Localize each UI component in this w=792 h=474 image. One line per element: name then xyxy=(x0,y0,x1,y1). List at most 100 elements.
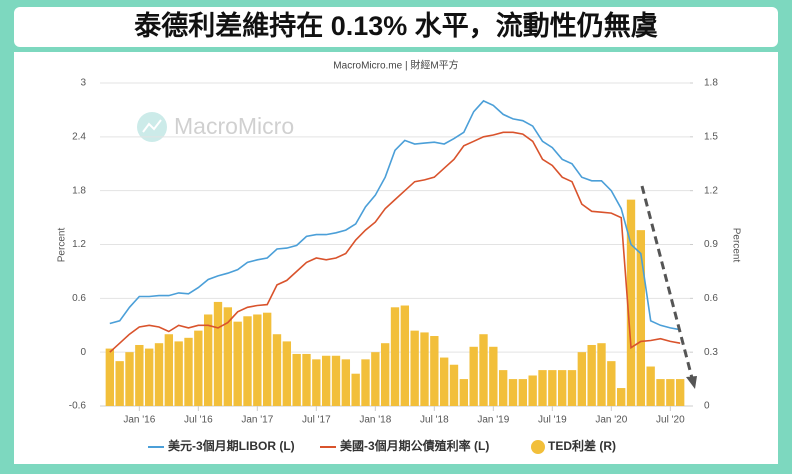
bar xyxy=(105,348,115,406)
bar xyxy=(194,330,203,406)
watermark-logo-line xyxy=(142,119,162,133)
bar xyxy=(361,359,370,406)
y-tick-label: 0 xyxy=(80,347,86,358)
y2-tick-label: 1.8 xyxy=(704,78,718,89)
bar xyxy=(272,334,282,406)
bar xyxy=(331,355,341,406)
chart-title: 泰德利差維持在 0.13% 水平，流動性仍無虞 xyxy=(134,10,658,41)
bar xyxy=(479,334,488,406)
plot-area: -0.6 0 0.6 1.2 1.8 2.4 3 0 0.3 0.6 0.9 1.2 1.5 1.8 Jan… xyxy=(69,78,719,426)
bar xyxy=(203,314,213,406)
watermark: MacroMicro xyxy=(174,113,294,139)
x-tick-label: Jan '16 xyxy=(123,415,155,426)
y-tick-label: -0.6 xyxy=(69,401,87,412)
subtitle: MacroMicro.me | 財經M平方 xyxy=(333,59,458,72)
bar xyxy=(164,334,174,406)
trend-arrow xyxy=(640,185,697,389)
bar xyxy=(125,352,134,406)
bar xyxy=(184,337,193,406)
bar xyxy=(135,344,144,406)
bar xyxy=(489,346,498,406)
bar xyxy=(243,316,252,406)
bar xyxy=(449,364,459,406)
bar xyxy=(223,307,233,406)
bar xyxy=(597,343,606,406)
bar xyxy=(154,343,164,406)
y-tick-label: 0.6 xyxy=(72,293,86,304)
line-series xyxy=(109,99,681,331)
y2-tick-label: 1.2 xyxy=(704,185,718,196)
x-tick-label: Jul '19 xyxy=(538,415,567,426)
bar xyxy=(557,370,567,406)
x-tick-label: Jul '16 xyxy=(184,415,213,426)
y-axis-label: Percent xyxy=(57,228,68,263)
bar xyxy=(174,341,183,406)
bar xyxy=(380,343,390,406)
y2-tick-label: 0.6 xyxy=(704,293,718,304)
bar xyxy=(282,341,292,406)
bar xyxy=(518,379,528,406)
bar xyxy=(371,352,380,406)
bar xyxy=(262,312,272,406)
bar xyxy=(528,375,537,406)
x-tick-label: Jan '20 xyxy=(595,415,627,426)
arrow-head xyxy=(686,376,697,389)
watermark-logo xyxy=(137,112,167,142)
bar xyxy=(587,344,596,406)
bar xyxy=(144,348,154,406)
bar xyxy=(567,370,577,406)
bar xyxy=(498,370,508,406)
bar xyxy=(213,301,223,406)
y-tick-label: 1.2 xyxy=(72,239,86,250)
y-tick-label: 1.8 xyxy=(72,185,86,196)
y2-tick-label: 0.3 xyxy=(704,347,718,358)
x-tick-label: Jan '17 xyxy=(241,415,273,426)
arrow-line xyxy=(640,185,694,379)
y2-tick-label: 0.9 xyxy=(704,239,718,250)
x-tick-label: Jan '18 xyxy=(359,415,391,426)
watermark-group: MacroMicro xyxy=(137,112,294,142)
bar xyxy=(341,359,351,406)
x-tick-label: Jul '20 xyxy=(656,415,685,426)
y2-tick-label: 1.5 xyxy=(704,131,718,142)
bar xyxy=(646,366,655,406)
legend-swatch xyxy=(531,440,545,454)
legend-label: 美元-3個月期LIBOR (L) xyxy=(168,438,295,453)
x-tick-label: Jan '19 xyxy=(477,415,509,426)
bar xyxy=(548,370,557,406)
bar xyxy=(420,332,429,406)
bar xyxy=(675,379,685,406)
bar xyxy=(636,230,646,406)
bar xyxy=(439,357,449,406)
y-tick-label: 3 xyxy=(80,78,86,89)
bar xyxy=(410,330,419,406)
bar xyxy=(400,305,410,406)
bar xyxy=(233,321,242,406)
bar xyxy=(607,361,616,406)
y-tick-label: 2.4 xyxy=(72,131,86,142)
bar xyxy=(302,353,311,406)
bar xyxy=(292,353,301,406)
bar xyxy=(538,370,547,406)
bar xyxy=(508,379,518,406)
legend-label: 美國-3個月期公債殖利率 (L) xyxy=(340,438,489,453)
bar xyxy=(390,307,400,406)
bar xyxy=(626,199,636,406)
y2-tick-label: 0 xyxy=(704,401,710,412)
bar xyxy=(469,346,478,406)
bar xyxy=(430,336,439,406)
bar xyxy=(666,379,675,406)
y2-axis-label: Percent xyxy=(730,228,741,263)
legend-label: TED利差 (R) xyxy=(548,438,616,453)
bar xyxy=(616,388,626,406)
title-box xyxy=(14,7,778,47)
bar xyxy=(459,379,469,406)
bar xyxy=(253,314,262,406)
bar xyxy=(577,352,587,406)
x-tick-label: Jul '17 xyxy=(302,415,331,426)
bar xyxy=(351,373,360,406)
bar xyxy=(656,379,665,406)
line-series xyxy=(109,131,681,353)
